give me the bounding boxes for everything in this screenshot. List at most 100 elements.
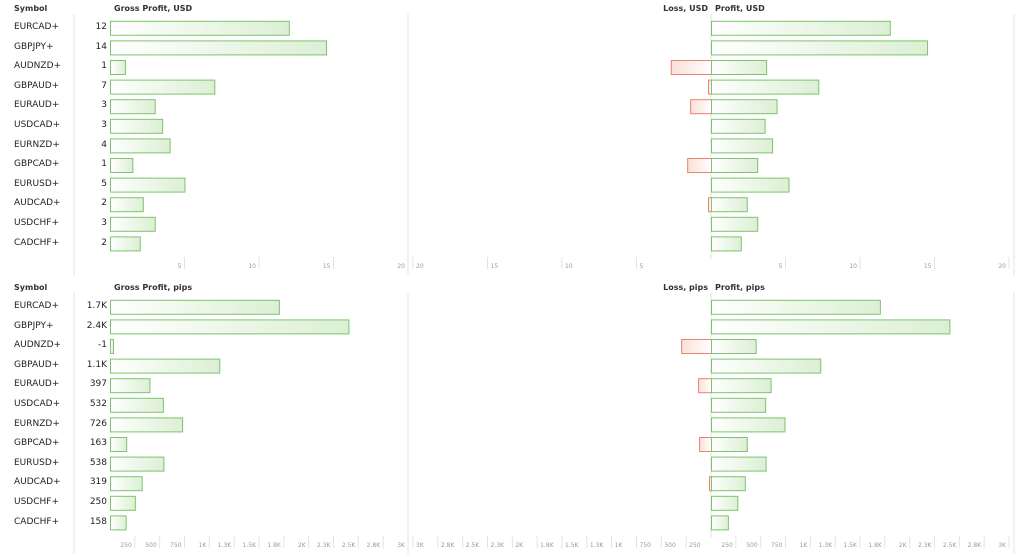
profit-tick-label: 1.8K [868, 542, 883, 549]
symbol-label: EURAUD+ [14, 100, 60, 111]
profit-bar [711, 456, 767, 472]
profit-bar [711, 40, 929, 56]
symbol-label: EURNZD+ [14, 418, 60, 429]
profit-tick-label: 15 [924, 263, 932, 270]
symbol-label: EURNZD+ [14, 139, 60, 150]
gross-bar [110, 417, 184, 433]
profit-bar [711, 495, 739, 511]
chart-svg: 250 500 750 1K 1.3K 1.5K 1.8K 2K 2.3K 2.5K 2.8K 3K 3… [73, 293, 1015, 554]
profit-tick-label: 500 [746, 542, 758, 549]
loss-tick-label: 3K [416, 542, 425, 549]
profit-tick-label: 2.3K [918, 542, 933, 549]
gross-tick-label: 750 [170, 542, 182, 549]
profit-bar [711, 60, 768, 75]
symbol-label: GBPCAD+ [14, 159, 60, 170]
gross-bar [110, 515, 127, 531]
symbol-label: EURCAD+ [14, 22, 59, 32]
gross-tick-label: 1.5K [243, 542, 258, 549]
profit-bar [711, 158, 759, 173]
symbol-label: USDCAD+ [14, 399, 61, 409]
gross-bar [110, 339, 114, 354]
gross-value-label: 319 [89, 477, 107, 488]
symbol-label: USDCHF+ [14, 497, 59, 507]
gross-value-label: 163 [89, 438, 107, 449]
gross-value-label: 1.7K [86, 301, 107, 311]
gross-tick-label: 2.3K [317, 542, 332, 549]
profit-bar [711, 417, 786, 433]
symbol-header: Symbol [14, 4, 48, 13]
gross-bar [110, 397, 164, 413]
gross-tick-label: 2K [298, 542, 307, 549]
profit-bar [711, 118, 766, 134]
loss-tick-label: 2K [515, 542, 524, 549]
loss-tick-label: 2.5K [466, 542, 481, 549]
loss-tick-label: 15 [491, 263, 499, 270]
profit-bar [711, 99, 778, 115]
gross-value-label: 2.4K [86, 320, 107, 331]
profit-bar [711, 437, 748, 452]
symbol-label: USDCHF+ [14, 218, 59, 228]
profit-bar [711, 378, 772, 394]
profit-bar [711, 299, 881, 315]
gross-value-label: 7 [101, 80, 107, 91]
gross-value-label: 250 [89, 497, 107, 507]
gross-value-label: 538 [89, 457, 107, 468]
profit-tick-label: 3K [998, 542, 1007, 549]
loss-bar [698, 378, 713, 394]
loss-tick-label: 1K [615, 542, 624, 549]
gross-value-label: 2 [101, 198, 107, 209]
gross-bar [110, 40, 328, 56]
profit-bar [711, 216, 759, 232]
gross-value-label: 3 [101, 100, 107, 111]
symbol-label: CADCHF+ [14, 516, 60, 527]
loss-tick-label: 20 [416, 263, 424, 270]
usd-chart-panel: 5 10 15 20 20 15 10 5 5 10 15 20 Symbol Gross Profit,… [14, 4, 1015, 275]
gross-tick-label: 15 [323, 263, 331, 270]
profit-tick-label: 2K [899, 542, 908, 549]
loss-tick-label: 2.8K [441, 542, 456, 549]
profit-tick-label: 10 [849, 263, 857, 270]
loss-tick-label: 5 [640, 263, 644, 270]
gross-tick-label: 2.8K [367, 542, 382, 549]
loss-bar [690, 99, 713, 115]
profit-bar [711, 20, 891, 36]
gross-title: Gross Profit, pips [114, 283, 193, 292]
gross-value-label: 12 [95, 22, 107, 32]
gross-bar [110, 216, 156, 232]
gross-bar [110, 236, 141, 252]
symbol-header: Symbol [14, 283, 48, 292]
gross-tick-label: 3K [397, 542, 406, 549]
profit-bar [711, 138, 774, 154]
chart-svg: 5 10 15 20 20 15 10 5 5 10 15 20 [73, 14, 1015, 275]
profit-bar [711, 79, 820, 95]
symbol-label: AUDCAD+ [14, 198, 61, 209]
profit-bar [711, 358, 822, 374]
gross-value-label: 1 [101, 61, 107, 72]
gross-tick-label: 250 [120, 542, 132, 549]
loss-bar [681, 339, 713, 354]
gross-bar [110, 60, 126, 75]
profit-tick-label: 250 [721, 542, 733, 549]
profit-bar [711, 319, 951, 335]
symbol-label: GBPAUD+ [14, 359, 60, 370]
gross-bar [110, 319, 350, 335]
gross-value-label: 532 [89, 399, 107, 409]
loss-tick-label: 1.5K [565, 542, 580, 549]
profit-title: Profit, USD [715, 4, 765, 13]
loss-bar [699, 437, 713, 452]
gross-value-label: -1 [98, 340, 107, 351]
profit-bar [711, 515, 729, 531]
gross-value-label: 1.1K [86, 359, 107, 370]
gross-bar [110, 177, 186, 193]
gross-bar [110, 118, 164, 134]
gross-value-label: 4 [101, 139, 107, 150]
symbol-label: USDCAD+ [14, 120, 61, 130]
loss-tick-label: 1.3K [590, 542, 605, 549]
loss-tick-label: 250 [689, 542, 701, 549]
gross-tick-label: 1.8K [267, 542, 282, 549]
gross-bar [110, 358, 221, 374]
profit-tick-label: 1.5K [844, 542, 859, 549]
gross-tick-label: 500 [145, 542, 157, 549]
symbol-label: AUDCAD+ [14, 477, 61, 488]
profit-bar [711, 236, 742, 252]
